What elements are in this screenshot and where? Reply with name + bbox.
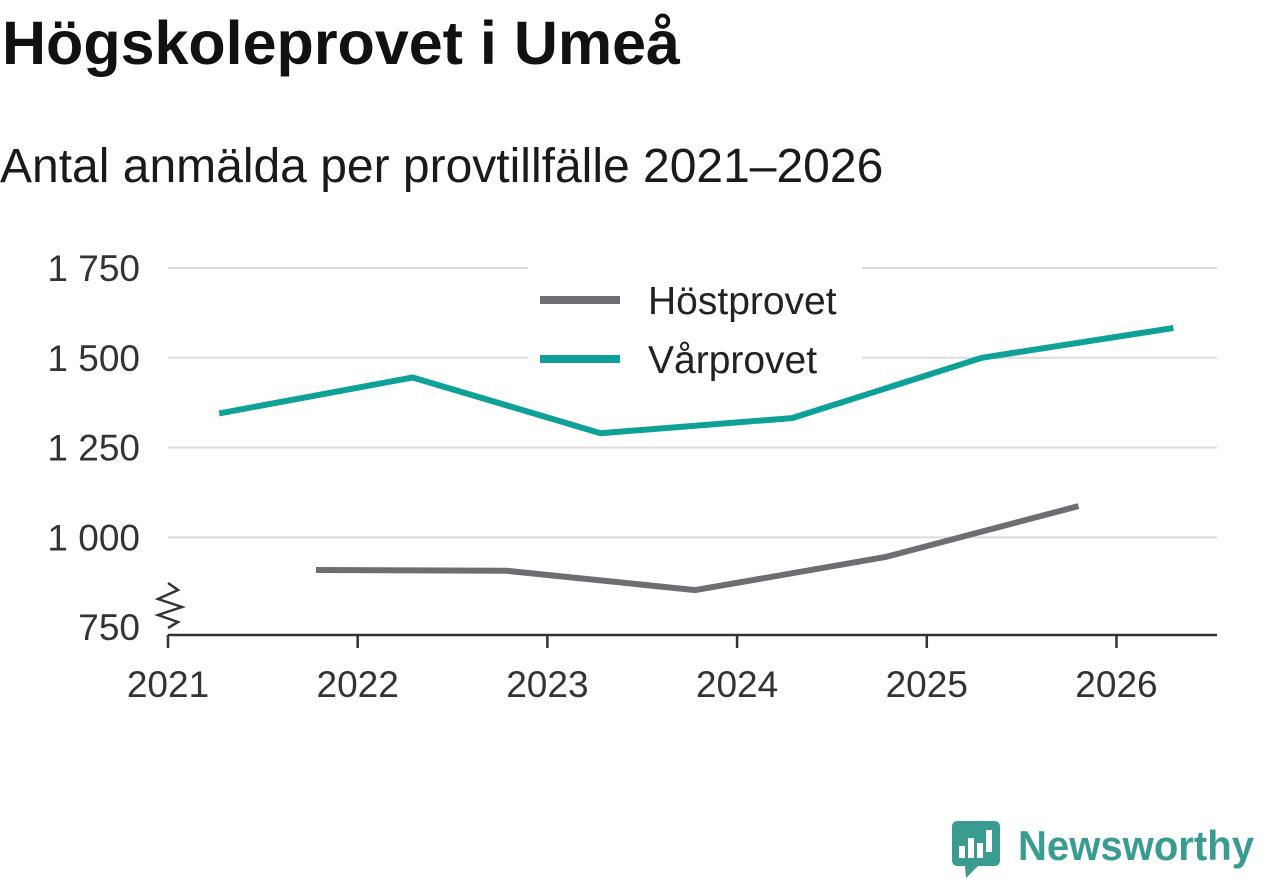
y-tick-label: 1 750 (47, 248, 140, 289)
newsworthy-wordmark: Newsworthy (1018, 822, 1255, 869)
y-tick-label: 1 250 (47, 428, 140, 469)
logo-bar (977, 843, 983, 858)
legend-background (528, 262, 862, 390)
chart-title: Högskoleprovet i Umeå (2, 9, 681, 77)
y-axis-labels: 1 750 1 500 1 250 1 000 750 (47, 248, 140, 648)
logo-bar (959, 846, 965, 858)
series-line-varprovet (218, 325, 1174, 437)
x-axis: 2021 2022 2023 2024 2025 2026 (127, 581, 1217, 705)
y-axis-break-mark (154, 581, 186, 630)
x-tick-label: 2022 (317, 664, 399, 705)
y-tick-label: 1 000 (47, 517, 140, 558)
legend-label-varprovet: Vårprovet (648, 339, 817, 382)
newsworthy-logo: Newsworthy (952, 821, 1255, 878)
y-tick-label: 1 500 (47, 338, 140, 379)
series-line-hostprovet (315, 503, 1080, 594)
x-tick-label: 2025 (886, 664, 968, 705)
legend-label-hostprovet: Höstprovet (648, 280, 837, 323)
series-lines (218, 325, 1174, 594)
legend: Höstprovet Vårprovet (528, 262, 862, 390)
x-tick-label: 2026 (1075, 664, 1157, 705)
y-tick-label: 750 (78, 607, 140, 648)
logo-bar (986, 830, 992, 852)
x-tick-label: 2024 (696, 664, 778, 705)
chart-subtitle: Antal anmälda per provtillfälle 2021–202… (0, 140, 883, 193)
x-tick-label: 2023 (506, 664, 588, 705)
x-tick-label: 2021 (127, 664, 209, 705)
logo-bar (968, 838, 974, 858)
